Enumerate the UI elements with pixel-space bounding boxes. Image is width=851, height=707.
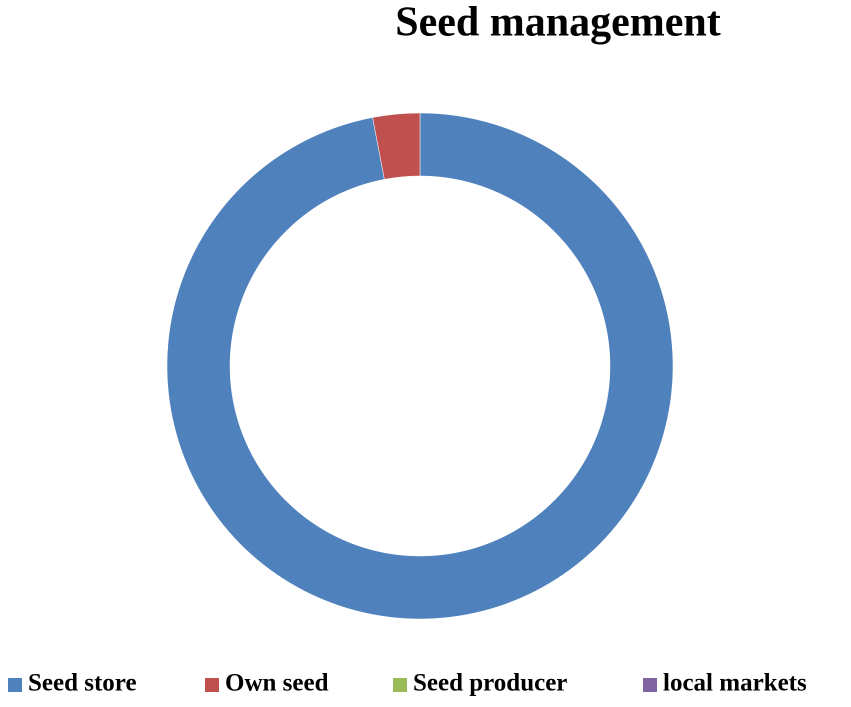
legend-swatch bbox=[393, 678, 407, 692]
legend-swatch bbox=[205, 678, 219, 692]
legend-swatch bbox=[8, 678, 22, 692]
donut-slice bbox=[372, 112, 421, 180]
legend-label: Seed producer bbox=[413, 670, 567, 697]
donut-slice bbox=[166, 112, 674, 620]
legend-label: Seed store bbox=[28, 670, 137, 697]
legend-label: local markets bbox=[663, 670, 807, 697]
legend-swatch bbox=[643, 678, 657, 692]
chart-title: Seed management bbox=[395, 0, 720, 46]
legend-label: Own seed bbox=[225, 670, 329, 697]
